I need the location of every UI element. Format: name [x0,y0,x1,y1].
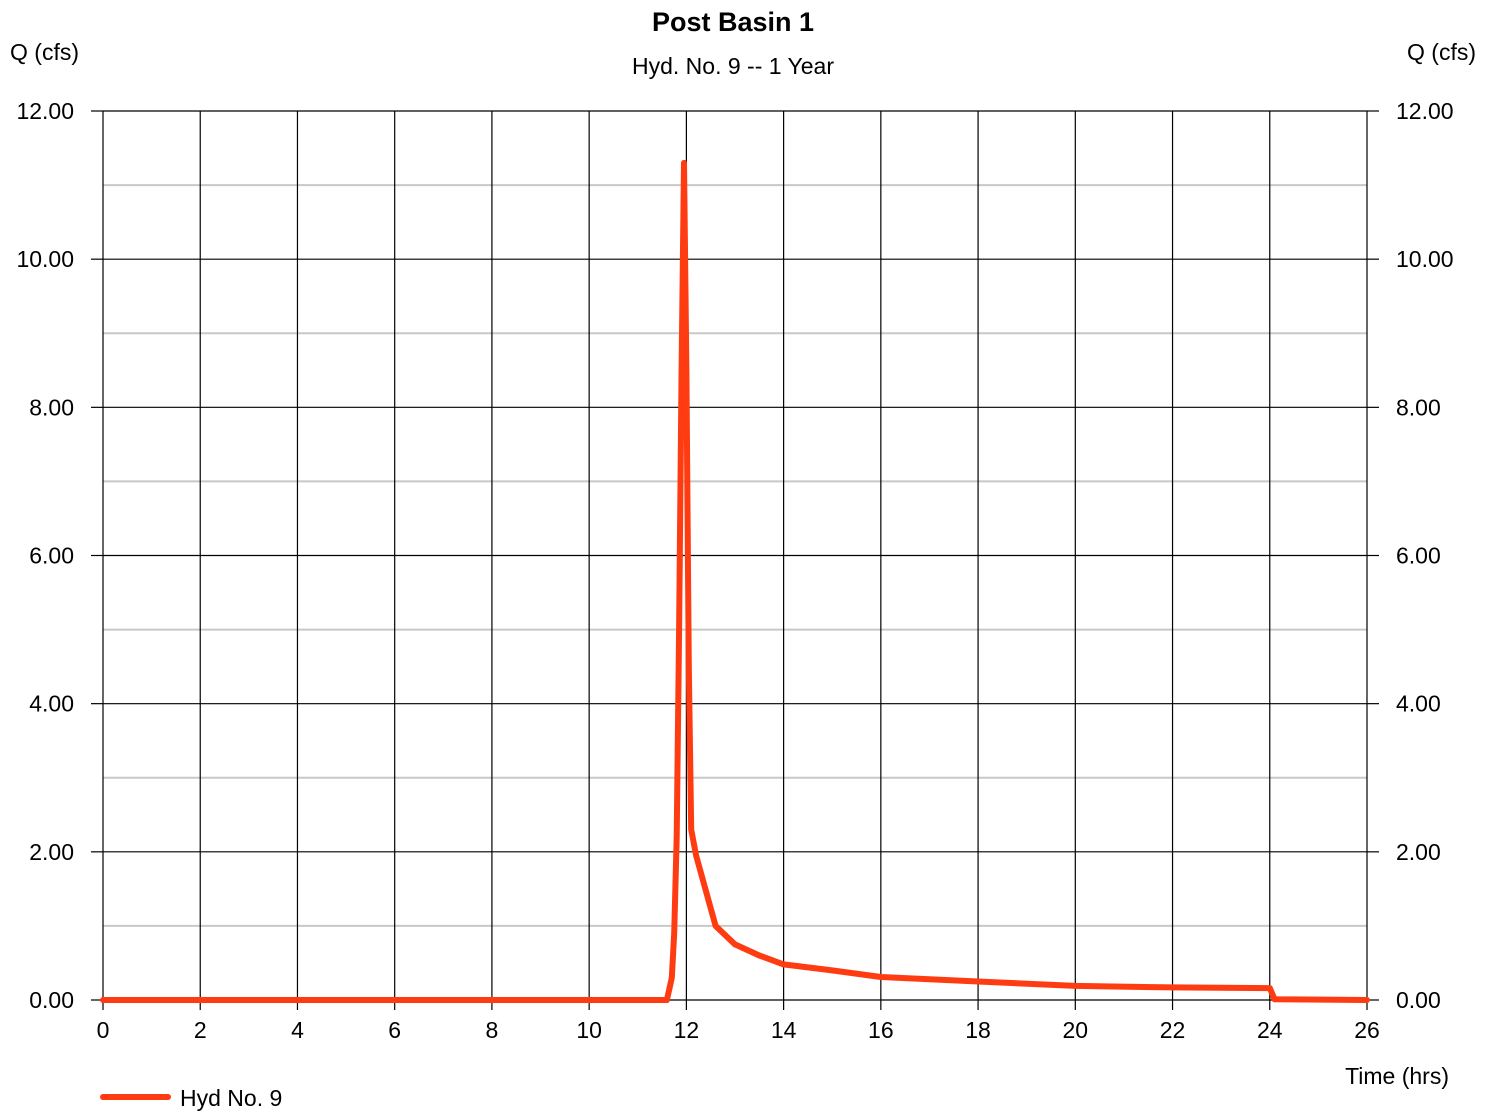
chart-title: Post Basin 1 [652,7,814,37]
series-layer [100,159,1370,1003]
x-axis-label: Time (hrs) [1345,1063,1449,1089]
x-tick-label: 26 [1354,1017,1380,1043]
y-tick-label-right: 10.00 [1396,246,1454,272]
y-tick-label-right: 8.00 [1396,394,1441,420]
x-tick-label: 10 [576,1017,602,1043]
y-tick-label-right: 2.00 [1396,839,1441,865]
y-tick-label-left: 0.00 [29,987,74,1013]
x-tick-label: 24 [1257,1017,1283,1043]
x-tick-label: 2 [194,1017,207,1043]
x-tick-label: 16 [868,1017,894,1043]
x-tick-label: 18 [965,1017,991,1043]
y-tick-label-left: 10.00 [16,246,74,272]
y-tick-label-left: 2.00 [29,839,74,865]
y-tick-label-right: 4.00 [1396,691,1441,717]
chart-subtitle: Hyd. No. 9 -- 1 Year [632,53,834,79]
x-tick-label: 4 [291,1017,304,1043]
y-tick-label-right: 0.00 [1396,987,1441,1013]
y-tick-label-left: 8.00 [29,394,74,420]
x-tick-label: 6 [388,1017,401,1043]
y-tick-label-right: 12.00 [1396,98,1454,124]
minor-gridlines [103,184,1367,927]
series-line-hyd-9 [100,159,1370,1003]
axis-ticks [91,110,1379,1010]
y-tick-label-left: 6.00 [29,543,74,569]
x-tick-label: 0 [97,1017,110,1043]
legend-label: Hyd No. 9 [180,1085,282,1111]
x-tick-label: 12 [674,1017,700,1043]
legend: Hyd No. 9 [100,1085,282,1111]
x-tick-label: 20 [1063,1017,1089,1043]
y-axis-label-left: Q (cfs) [10,39,79,65]
major-gridlines [102,110,1368,1001]
y-tick-label-left: 4.00 [29,691,74,717]
x-tick-label: 14 [771,1017,797,1043]
x-tick-label: 8 [486,1017,499,1043]
tick-labels: 0.00 0.00 2.00 2.00 4.00 4.00 6.00 6.00 8.00 8.00… [16,98,1453,1043]
y-tick-label-right: 6.00 [1396,543,1441,569]
y-tick-label-left: 12.00 [16,98,74,124]
y-axis-label-right: Q (cfs) [1407,39,1476,65]
x-tick-label: 22 [1160,1017,1186,1043]
